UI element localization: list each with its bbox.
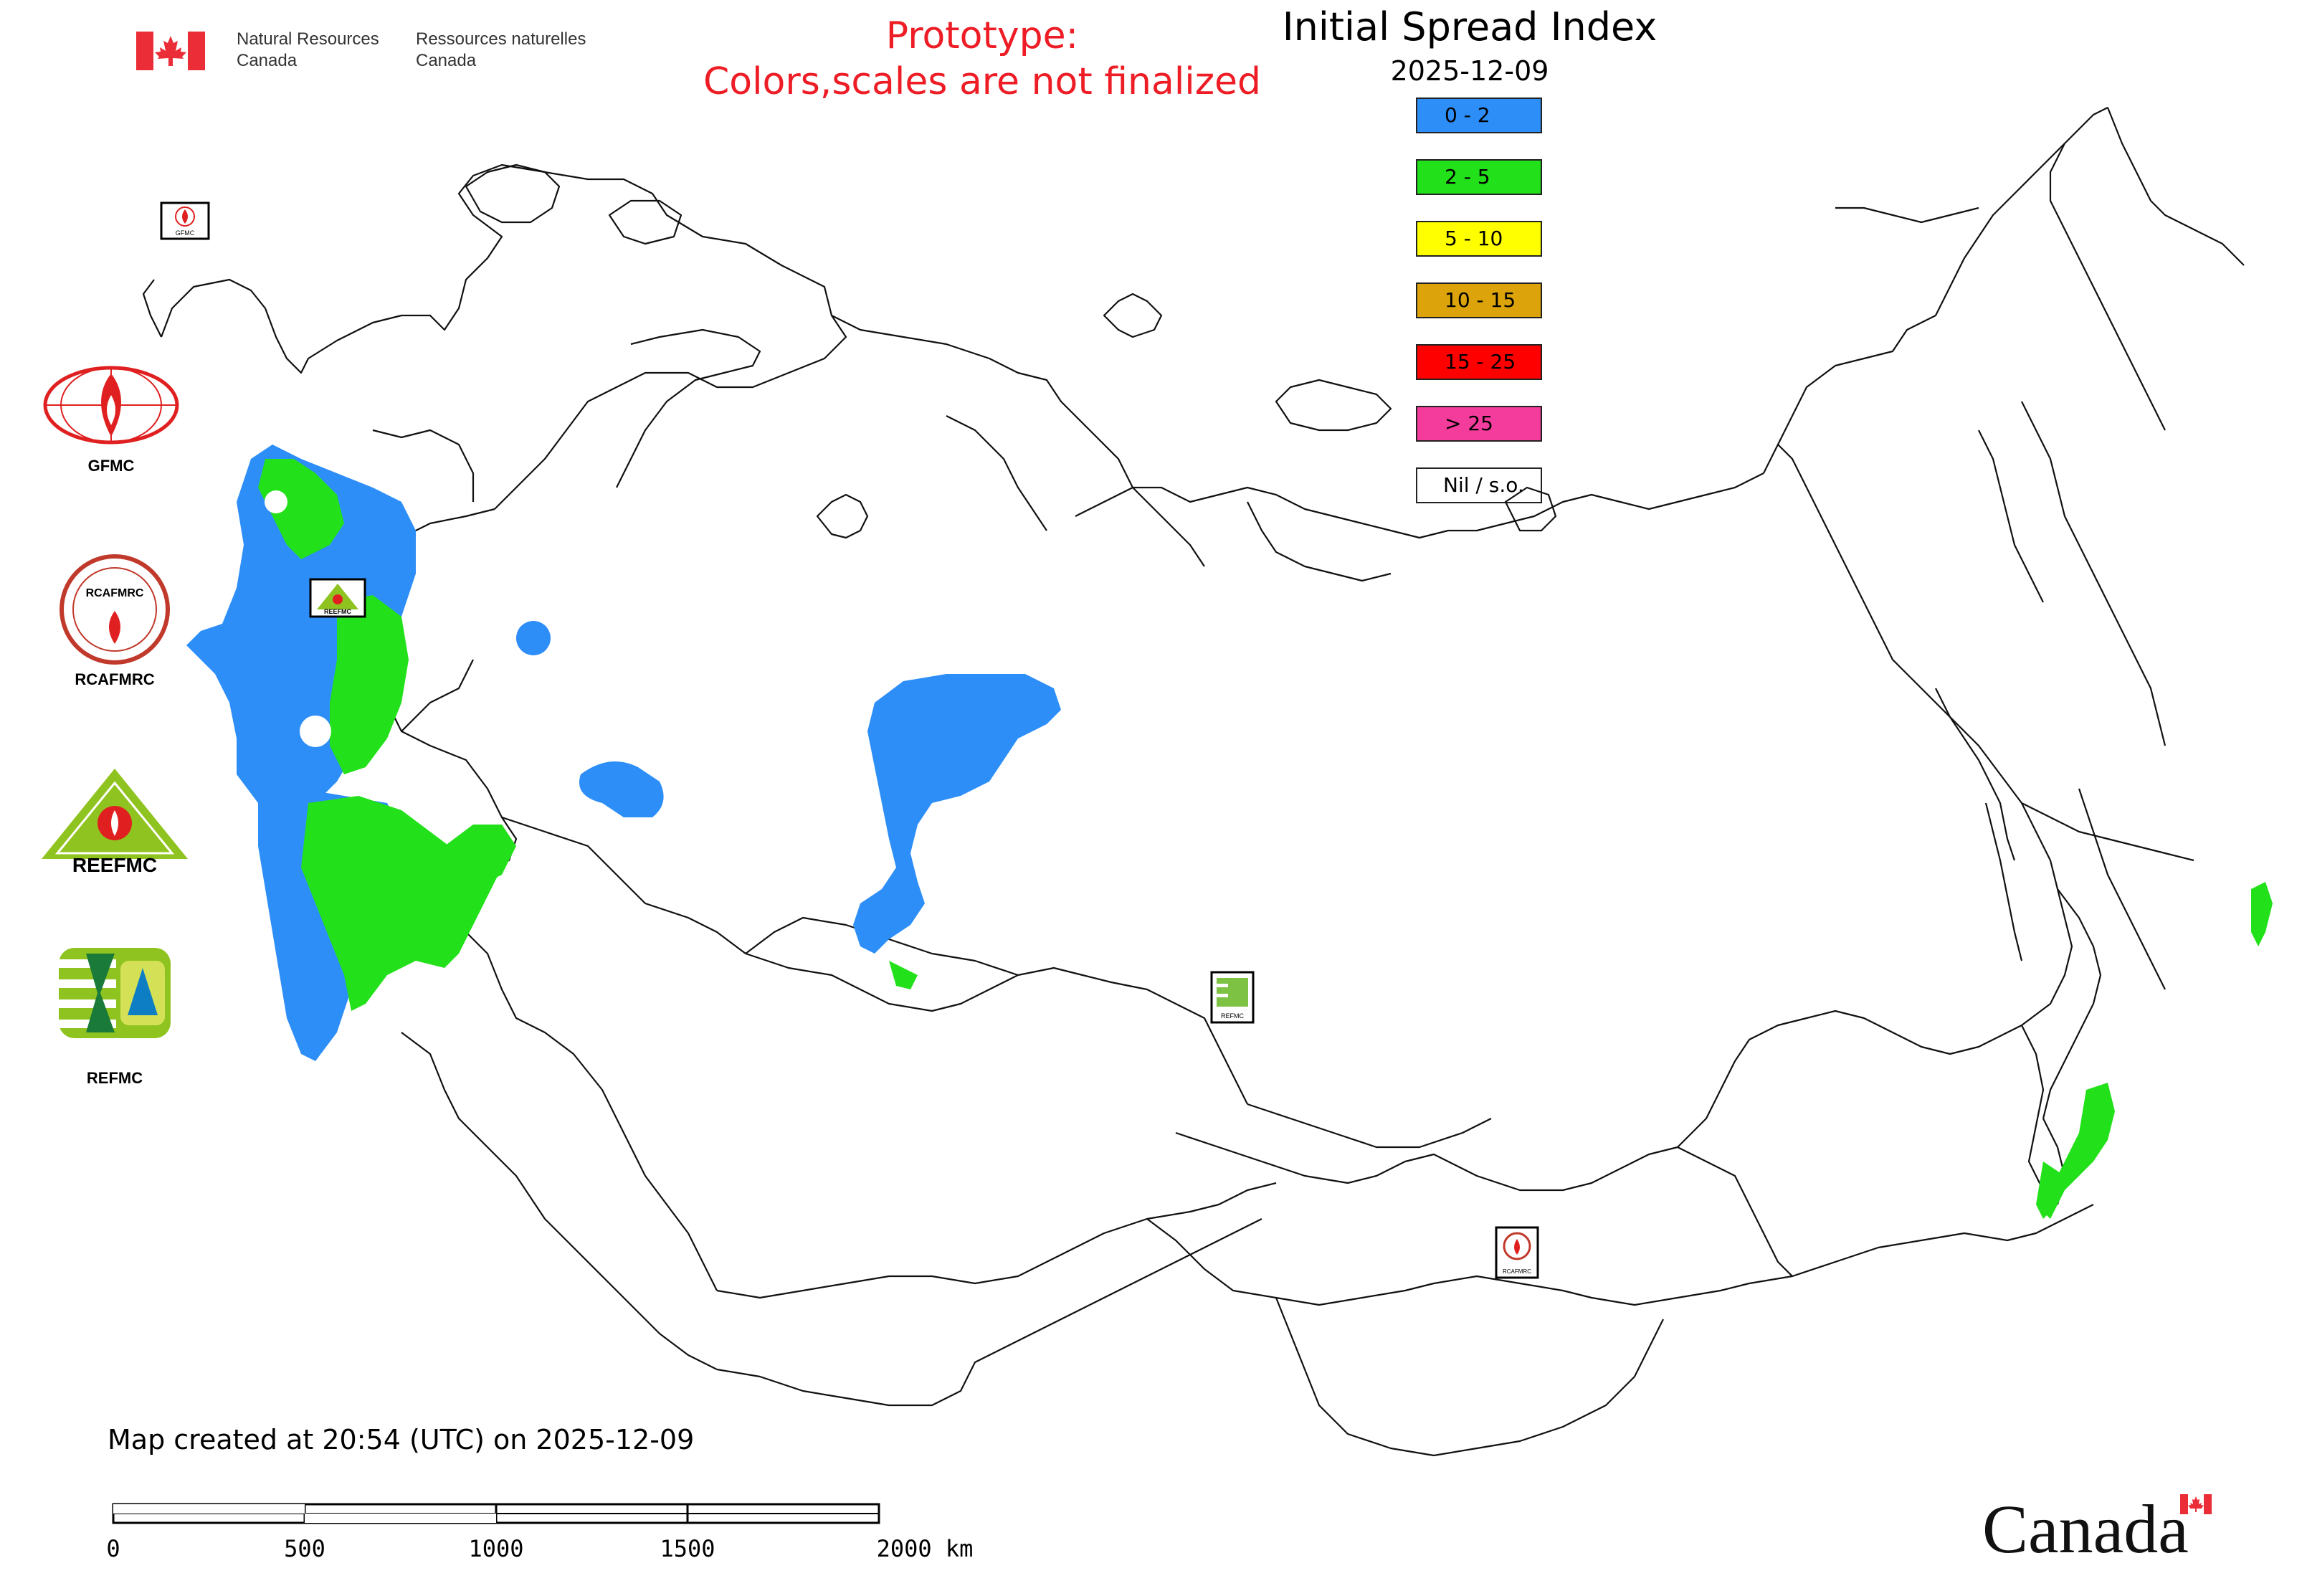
org-name-fr-line2: Canada [416,51,477,70]
org-name-en-line2: Canada [237,51,298,70]
nil-spot-baltic [300,716,331,747]
isi-region-moderate-north [258,459,344,559]
org-name-fr-line1: Ressources naturelles [416,29,586,49]
isi-region-low-ural [853,674,1061,954]
isi-region-low-volga-2 [579,761,664,817]
rcafmrc-logo: RCAFMRC [57,552,172,670]
gc-header: Natural Resources Canada Ressources natu… [136,29,609,79]
legend-label: 0 - 2 [1445,103,1490,127]
scale-tick-1000: 1000 [468,1535,524,1562]
map-date: 2025-12-09 [1390,55,1549,87]
isi-region-moderate-kuril [2251,882,2273,946]
legend-label: 15 - 25 [1445,350,1516,374]
legend-item-15-25: 15 - 25 [1416,344,1542,380]
refmc-caption: REFMC [86,1069,143,1087]
canada-flag-icon [136,32,205,70]
map-badge-rcafmrc-label: RCAFMRC [1503,1268,1531,1275]
legend-label: > 25 [1445,412,1493,435]
reefmc-logo-text: REEFMC [72,854,157,873]
reefmc-logo: REEFMC [36,766,194,876]
scale-bar: 0 500 1000 1500 2000 km [106,1500,973,1579]
scale-tick-2000: 2000 km [876,1535,974,1562]
isi-regions [186,445,2273,1219]
legend-item-0-2: 0 - 2 [1416,98,1542,133]
prototype-line2: Colors,scales are not finalized [703,60,1262,103]
isi-region-moderate-east [330,595,409,774]
rcafmrc-caption: RCAFMRC [75,670,155,688]
scale-tick-0: 0 [106,1535,120,1562]
isi-region-moderate-siberia [889,961,918,989]
map-badge-gfmc-label: GFMC [176,229,195,237]
isi-region-moderate-ukraine [444,825,516,889]
canada-wordmark-text: Canada [1982,1491,2189,1567]
isi-region-moderate-south [301,796,509,1011]
map-badge-rcafmrc: RCAFMRC [1495,1226,1539,1279]
legend-item-10-15: 10 - 15 [1416,282,1542,318]
legend-item-5-10: 5 - 10 [1416,221,1542,257]
legend-item-nil: Nil / s.o. [1416,467,1542,503]
legend-label: 5 - 10 [1445,227,1503,250]
legend-label: Nil / s.o. [1443,473,1524,497]
canada-wordmark: Canada [1982,1490,2219,1569]
map-badge-reefmc: REEFMC [309,578,366,618]
legend-item-2-5: 2 - 5 [1416,159,1542,195]
rcafmrc-logo-text: RCAFMRC [86,587,144,599]
map-created-note: Map created at 20:54 (UTC) on 2025-12-09 [108,1424,695,1455]
map-badge-gfmc: GFMC [160,201,210,240]
scale-tick-1500: 1500 [660,1535,715,1562]
map-title: Initial Spread Index [1282,4,1657,49]
org-name-en-line1: Natural Resources [237,29,379,49]
gfmc-caption: GFMC [87,457,135,475]
legend-item-gt-25: > 25 [1416,406,1542,442]
isi-region-moderate-primorye [2036,1162,2065,1219]
map-badge-reefmc-label: REEFMC [324,608,352,615]
prototype-line1: Prototype: [885,14,1079,57]
scale-tick-500: 500 [284,1535,325,1562]
legend-label: 10 - 15 [1445,288,1516,312]
gfmc-logo [39,362,183,451]
canada-wordmark-flag-icon [2180,1494,2212,1514]
map-badge-refmc: REFMC [1210,971,1255,1024]
refmc-logo [57,946,172,1042]
country-outlines [142,107,2245,1457]
legend-label: 2 - 5 [1445,165,1490,189]
map-badge-refmc-label: REFMC [1221,1012,1244,1020]
isi-region-low-volga-1 [516,621,551,655]
nil-spot-finland [265,490,287,513]
prototype-notice: Prototype: Colors,scales are not finaliz… [674,13,1290,105]
